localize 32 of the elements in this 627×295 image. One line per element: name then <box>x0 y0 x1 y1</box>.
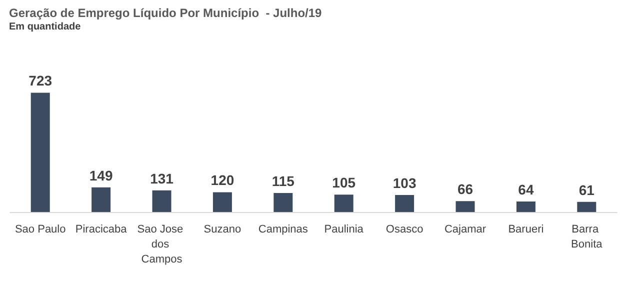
x-tick-label: Sao Jose dos Campos <box>137 224 186 266</box>
x-tick-label: Barueri <box>508 224 544 236</box>
bar <box>92 187 111 212</box>
bar <box>274 193 293 212</box>
bar <box>152 190 172 212</box>
bar <box>395 195 414 212</box>
chart-title: Geração de Emprego Líquido Por Município - Julho/19 <box>9 6 322 20</box>
data-label: 103 <box>392 175 416 192</box>
chart-subtitle: Em quantidade <box>9 22 82 32</box>
bar <box>516 201 536 212</box>
bar <box>334 194 354 212</box>
x-tick-label: Campinas <box>258 224 308 236</box>
bar <box>30 92 50 212</box>
x-tick-label: Suzano <box>204 224 242 236</box>
x-tick-label: Sao Paulo <box>14 224 66 236</box>
x-tick-label: Osasco <box>386 224 424 236</box>
data-label: 64 <box>518 181 534 198</box>
data-label: 723 <box>28 72 52 89</box>
bar <box>577 202 596 212</box>
data-label: 149 <box>89 167 113 184</box>
x-tick-label: Piracicaba <box>75 224 128 236</box>
x-tick-label: Paulinia <box>324 224 364 236</box>
bar <box>456 201 475 212</box>
data-label: 105 <box>332 174 356 191</box>
data-label: 61 <box>578 182 595 198</box>
bar <box>212 192 232 212</box>
data-label: 131 <box>150 170 174 186</box>
data-label: 66 <box>457 181 474 198</box>
x-tick-label: Cajamar <box>444 224 486 236</box>
data-label: 115 <box>272 173 295 190</box>
data-label: 120 <box>210 172 234 188</box>
x-tick-label: Barra Bonita <box>571 224 604 250</box>
